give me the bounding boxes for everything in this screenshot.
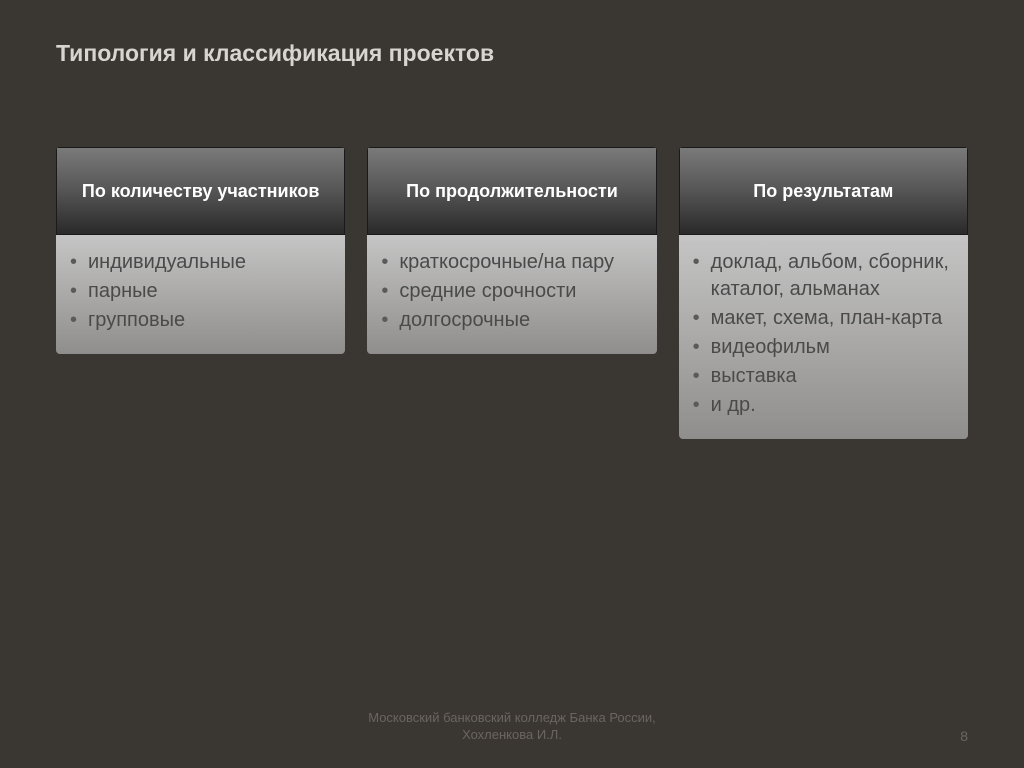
list-item: групповые	[88, 307, 327, 334]
column-body: доклад, альбом, сборник, каталог, альман…	[679, 235, 968, 439]
column-duration: По продолжительности краткосрочные/на па…	[367, 147, 656, 354]
columns-container: По количеству участников индивидуальные …	[0, 67, 1024, 439]
list-item: видеофильм	[711, 334, 950, 361]
column-header: По продолжительности	[367, 147, 656, 235]
list-item: макет, схема, план-карта	[711, 305, 950, 332]
column-participants: По количеству участников индивидуальные …	[56, 147, 345, 354]
column-results: По результатам доклад, альбом, сборник, …	[679, 147, 968, 439]
list-item: средние срочности	[399, 278, 638, 305]
list-item: и др.	[711, 392, 950, 419]
footer-line2: Хохленкова И.Л.	[0, 727, 1024, 744]
column-body: индивидуальные парные групповые	[56, 235, 345, 354]
list-item: долгосрочные	[399, 307, 638, 334]
list-item: парные	[88, 278, 327, 305]
column-header: По количеству участников	[56, 147, 345, 235]
column-header: По результатам	[679, 147, 968, 235]
list-item: доклад, альбом, сборник, каталог, альман…	[711, 249, 950, 303]
list-item: выставка	[711, 363, 950, 390]
footer-line1: Московский банковский колледж Банка Росс…	[0, 710, 1024, 727]
slide-title: Типология и классификация проектов	[0, 0, 1024, 67]
list-item: краткосрочные/на пару	[399, 249, 638, 276]
list-item: индивидуальные	[88, 249, 327, 276]
column-body: краткосрочные/на пару средние срочности …	[367, 235, 656, 354]
page-number: 8	[960, 728, 968, 744]
footer: Московский банковский колледж Банка Росс…	[0, 710, 1024, 744]
